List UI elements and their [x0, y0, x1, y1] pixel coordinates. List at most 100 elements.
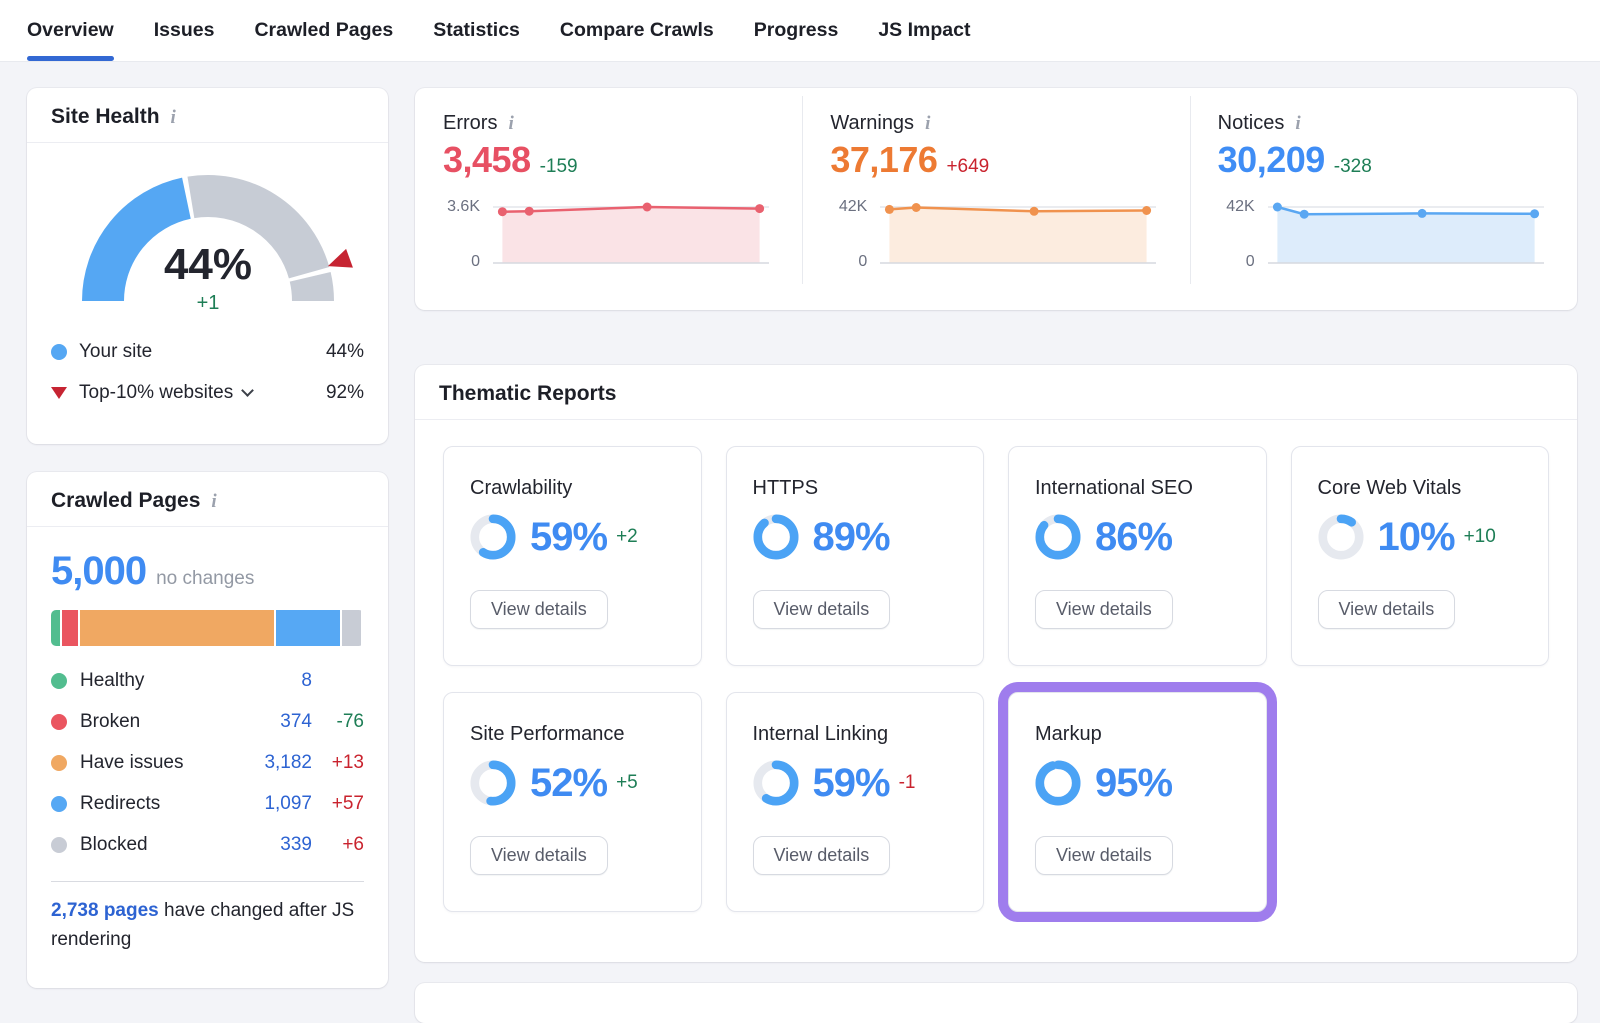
- notices-trend-chart: [1267, 202, 1544, 264]
- crawled-legend-row-redirects: Redirects 1,097 +57: [51, 783, 364, 824]
- info-icon[interactable]: i: [508, 113, 514, 134]
- y-axis-labels: 42K 0: [1218, 195, 1266, 273]
- healthy-dot-icon: [51, 672, 67, 689]
- donut-chart: [470, 760, 516, 806]
- donut-chart: [752, 760, 799, 806]
- y-min-label: 0: [1245, 253, 1255, 270]
- site-health-legend: Your site 44% Top-10% websites 92%: [27, 325, 388, 413]
- view-details-button[interactable]: View details: [470, 590, 608, 629]
- crawled-legend-change: +13: [331, 751, 364, 773]
- tab-compare-crawls[interactable]: Compare Crawls: [559, 19, 714, 41]
- thematic-card-crawlability: Crawlability 59% +2 View details: [443, 446, 702, 666]
- tab-js-impact[interactable]: JS Impact: [878, 19, 971, 41]
- thematic-card-change: -1: [898, 772, 916, 793]
- thematic-card-change: +5: [616, 772, 638, 793]
- stat-trend: 3.6K 0: [443, 195, 774, 273]
- crawled-legend-label: Healthy: [80, 669, 145, 691]
- y-max-label: 42K: [838, 198, 868, 215]
- tab-overview[interactable]: Overview: [27, 0, 114, 61]
- stat-title: Notices: [1217, 112, 1285, 134]
- stat-title: Errors: [443, 112, 498, 134]
- thematic-card-value: 89%: [812, 514, 891, 559]
- top-navigation: Overview Issues Crawled Pages Statistics Com…: [0, 0, 1600, 62]
- thematic-reports-panel: Thematic Reports Crawlability 59% +2 Vie…: [415, 365, 1577, 962]
- stat-warnings: Warnings i 37,176 +649 42K 0: [802, 88, 1189, 310]
- stat-value[interactable]: 3,458: [443, 139, 531, 180]
- info-icon[interactable]: i: [1295, 113, 1301, 134]
- crawled-total-value: 5,000: [51, 549, 147, 593]
- crawled-legend-change: +6: [342, 833, 364, 855]
- have-issues-dot-icon: [51, 754, 67, 771]
- crawled-legend-value[interactable]: 339: [280, 833, 312, 855]
- warnings-trend-chart: [880, 203, 1157, 264]
- gauge-svg: 44% +1: [81, 175, 353, 314]
- thematic-card-title: HTTPS: [752, 477, 819, 499]
- crawled-legend-value[interactable]: 374: [280, 710, 312, 732]
- blocked-dot-icon: [51, 836, 67, 853]
- info-icon[interactable]: i: [925, 113, 931, 134]
- site-health-header: Site Health i: [27, 88, 388, 143]
- stat-trend: 42K 0: [830, 195, 1161, 273]
- thematic-card-score: 10% +10: [1317, 514, 1523, 560]
- donut-chart: [752, 514, 799, 560]
- info-icon[interactable]: i: [170, 106, 176, 128]
- legend-label: Your site: [79, 340, 153, 362]
- view-details-button[interactable]: View details: [1035, 836, 1173, 875]
- stat-value-row: 30,209 -328: [1218, 139, 1549, 181]
- view-details-button[interactable]: View details: [752, 590, 891, 629]
- crawled-pages-stacked-bar: [51, 610, 364, 646]
- tab-crawled-pages[interactable]: Crawled Pages: [254, 19, 394, 41]
- y-min-label: 0: [858, 253, 868, 270]
- thematic-card-score: 89%: [752, 514, 958, 560]
- stat-value[interactable]: 37,176: [830, 139, 938, 180]
- tab-progress[interactable]: Progress: [753, 19, 839, 41]
- bar-segment-broken: [60, 610, 79, 646]
- errors-trend-chart: [493, 202, 769, 264]
- view-details-button[interactable]: View details: [752, 836, 891, 875]
- next-section-panel: [415, 983, 1577, 1023]
- crawled-legend-label: Blocked: [80, 833, 148, 855]
- legend-value: 92%: [325, 381, 364, 403]
- bar-segment-blocked: [340, 610, 361, 646]
- benchmark-marker-icon: [327, 248, 353, 268]
- info-icon[interactable]: i: [211, 490, 217, 512]
- thematic-reports-grid: Crawlability 59% +2 View details HTTPS 8…: [415, 420, 1577, 938]
- tab-statistics[interactable]: Statistics: [433, 19, 520, 41]
- crawled-legend-value[interactable]: 8: [301, 669, 312, 691]
- thematic-card-score: 95%: [1035, 760, 1240, 806]
- js-rendering-note: 2,738 pages have changed after JS render…: [51, 896, 364, 955]
- broken-dot-icon: [51, 713, 67, 730]
- donut-chart: [470, 514, 516, 560]
- crawled-legend-label: Broken: [80, 710, 141, 732]
- thematic-card-change: +2: [616, 526, 638, 547]
- y-axis-labels: 3.6K 0: [443, 195, 491, 273]
- thematic-card-value: 59%: [530, 514, 608, 559]
- crawled-legend-value[interactable]: 1,097: [264, 792, 312, 814]
- donut-chart: [1035, 514, 1081, 560]
- changed-pages-link[interactable]: 2,738 pages: [51, 900, 159, 921]
- stat-trend: 42K 0: [1218, 195, 1549, 273]
- crawled-legend-change: +57: [331, 792, 364, 814]
- thematic-card-internal-linking: Internal Linking 59% -1 View details: [725, 692, 984, 912]
- thematic-card-https: HTTPS 89% View details: [725, 446, 984, 666]
- crawled-legend-value[interactable]: 3,182: [264, 751, 312, 773]
- legend-row-top-10-websites[interactable]: Top-10% websites 92%: [51, 372, 364, 413]
- stat-change: -159: [539, 156, 578, 177]
- thematic-card-score: 52% +5: [470, 760, 675, 806]
- site-health-title: Site Health: [51, 105, 160, 128]
- tab-issues[interactable]: Issues: [153, 19, 215, 41]
- crawled-legend-change: -76: [336, 710, 364, 732]
- view-details-button[interactable]: View details: [1035, 590, 1173, 629]
- crawled-legend-row-healthy: Healthy 8: [51, 660, 364, 701]
- crawled-total-note: no changes: [156, 568, 255, 589]
- js-rendering-note-text: have changed after JS rendering: [51, 900, 355, 951]
- bar-segment-healthy: [51, 610, 61, 646]
- view-details-button[interactable]: View details: [1317, 590, 1456, 629]
- stat-value[interactable]: 30,209: [1217, 139, 1326, 180]
- y-max-label: 42K: [1226, 198, 1255, 215]
- stat-change: +649: [946, 156, 990, 177]
- stat-notices: Notices i 30,209 -328 42K 0: [1189, 88, 1577, 310]
- chevron-down-icon[interactable]: [241, 384, 255, 397]
- view-details-button[interactable]: View details: [470, 836, 608, 875]
- thematic-card-score: 59% +2: [470, 514, 675, 560]
